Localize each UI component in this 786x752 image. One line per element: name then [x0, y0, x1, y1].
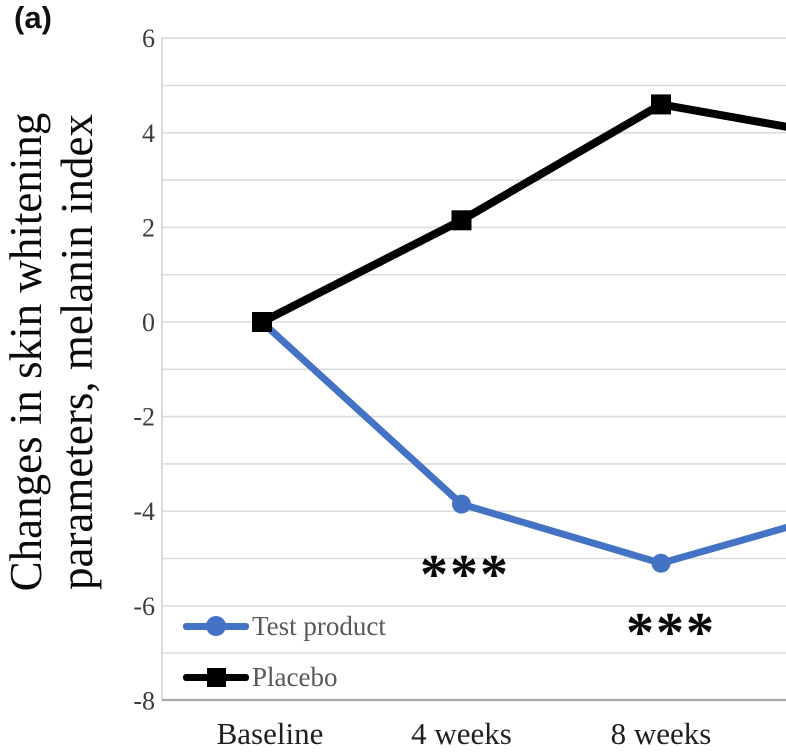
y-axis-tick-label: 4 — [142, 119, 155, 148]
significance-asterisks: *** — [420, 544, 510, 606]
circle-marker-icon — [206, 616, 226, 636]
y-axis-tick-label: -6 — [133, 592, 155, 621]
legend-sample-placebo — [183, 662, 249, 692]
significance-asterisks: *** — [626, 602, 716, 664]
square-marker-icon — [207, 668, 226, 687]
x-axis-label: 8 weeks — [611, 716, 712, 751]
data-point-placebo — [252, 312, 272, 332]
legend-item-test-product: Test product — [183, 611, 386, 641]
legend-label-placebo: Placebo — [252, 662, 338, 692]
data-point-test-product — [452, 494, 471, 514]
y-axis-tick-label: -2 — [133, 403, 155, 432]
x-axis-label: 4 weeks — [411, 716, 512, 751]
y-axis-tick-label: -8 — [133, 686, 155, 715]
y-axis-tick-label: 2 — [142, 213, 155, 242]
panel-label: (a) — [14, 0, 52, 35]
series-line-placebo — [258, 100, 786, 326]
x-axis-label: Baseline — [217, 716, 324, 751]
data-point-placebo — [451, 210, 472, 231]
data-point-placebo — [651, 94, 671, 115]
data-point-test-product — [651, 553, 671, 573]
legend: Test product Placebo — [183, 611, 386, 692]
legend-label-test-product: Test product — [252, 611, 386, 641]
y-axis-tick-label: -4 — [133, 497, 155, 526]
legend-sample-test-product — [183, 611, 249, 641]
y-axis-tick-label: 0 — [142, 308, 155, 337]
legend-item-placebo: Placebo — [183, 662, 386, 692]
y-axis-tick-label: 6 — [142, 24, 155, 53]
series-line-test-product — [258, 318, 786, 567]
